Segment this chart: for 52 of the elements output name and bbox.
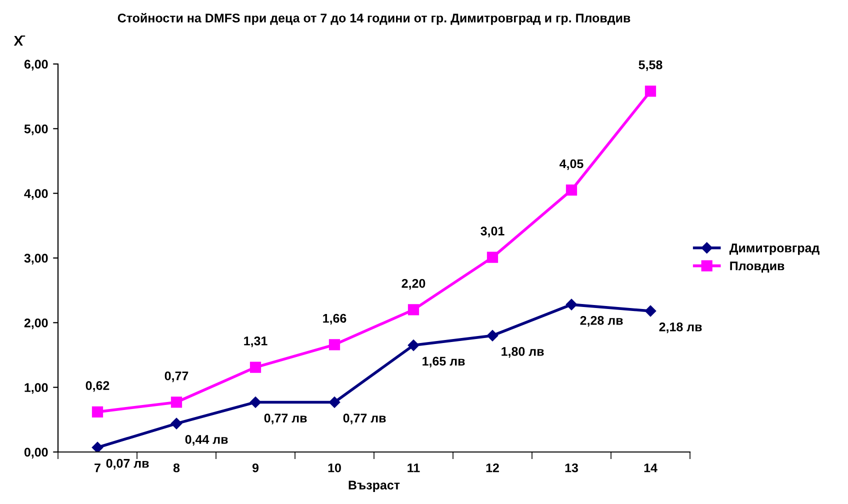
point <box>250 396 262 408</box>
x-tick-label: 9 <box>252 463 259 472</box>
data-label: 3,01 <box>480 226 504 238</box>
x-tick-label: 13 <box>565 463 578 472</box>
point <box>644 86 656 97</box>
point <box>408 304 420 316</box>
x-tick-label: 11 <box>408 464 420 472</box>
legend-label: Димитровград <box>729 244 820 255</box>
point <box>250 362 262 373</box>
point <box>328 339 340 350</box>
point <box>170 396 182 408</box>
point <box>92 406 104 418</box>
point <box>328 396 340 408</box>
y-tick-label: 4,00 <box>24 189 48 200</box>
data-label: 2,28 лв <box>580 316 623 327</box>
data-label: 1,65 лв <box>422 356 465 368</box>
point <box>408 340 420 351</box>
legend-label: Пловдив <box>730 262 784 273</box>
data-label: 0,44 лв <box>185 434 228 446</box>
point <box>170 418 182 430</box>
data-label: 1,66 <box>323 314 346 325</box>
data-label: 1,80 лв <box>502 347 544 358</box>
y-tick-label: 2,00 <box>24 318 48 330</box>
y-tick-label: 1,00 <box>24 383 48 394</box>
data-label: 0,77 <box>164 371 188 382</box>
data-label: 2,18 лв <box>659 322 702 334</box>
data-label: 0,77 лв <box>343 414 386 424</box>
point <box>566 298 578 310</box>
x-tick-label: 12 <box>486 463 499 472</box>
y-tick-label: 6,00 <box>24 60 48 70</box>
x-tick-label: 14 <box>644 464 658 472</box>
point <box>566 184 578 196</box>
data-label: 0,62 <box>86 381 110 392</box>
x-tick-label: 8 <box>173 463 180 472</box>
x-axis-title: Възраст <box>348 480 400 492</box>
data-label: 2,20 <box>402 278 426 290</box>
y-tick-label: 5,00 <box>24 124 48 136</box>
y-tick-label: 0,00 <box>24 448 48 458</box>
data-label: 1,31 <box>244 336 268 348</box>
data-label: 5,58 <box>638 60 662 72</box>
x-tick-label: 7 <box>94 464 100 472</box>
data-label: 0,77 лв <box>264 414 307 424</box>
x-tick-label: 10 <box>328 463 341 472</box>
data-label: 4,05 <box>560 159 584 170</box>
point <box>644 305 656 317</box>
y-axis-title: X̄ <box>14 36 26 46</box>
chart-title: Стойности на DMFS при деца от 7 до 14 години от гр. Димитровград и гр. Пловдив <box>118 13 630 25</box>
data-label: 0,07 лв <box>106 458 149 470</box>
y-tick-label: 3,00 <box>24 254 48 264</box>
point <box>92 442 104 452</box>
point <box>486 330 498 342</box>
point <box>486 252 498 263</box>
